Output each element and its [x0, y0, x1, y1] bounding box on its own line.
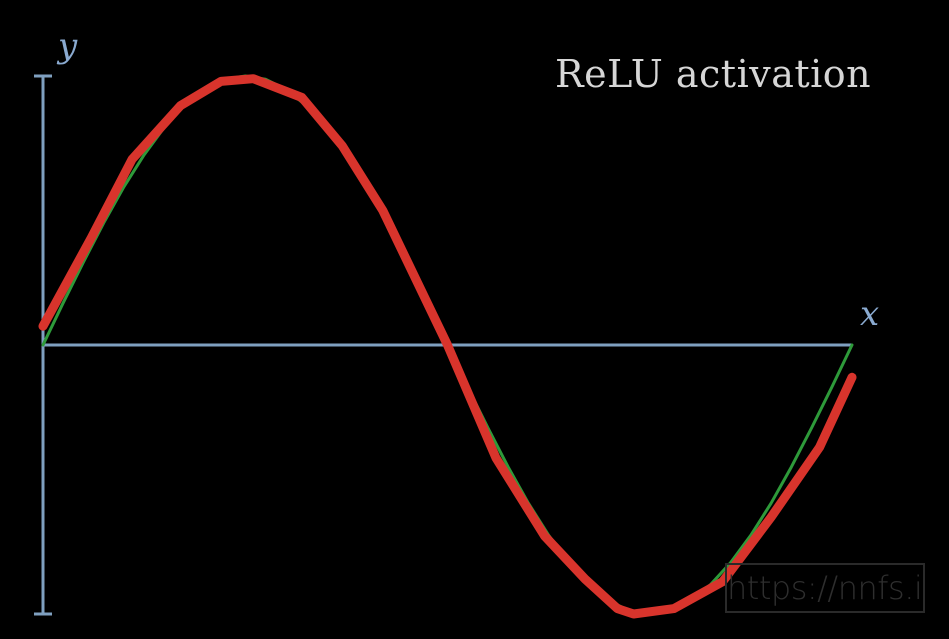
relu-fit-series-line — [38, 74, 857, 619]
y-axis-label: y — [58, 26, 78, 66]
watermark-link[interactable]: https://nnfs.io — [725, 563, 925, 613]
chart-title: ReLU activation — [555, 52, 872, 96]
x-axis-label: x — [860, 294, 880, 334]
